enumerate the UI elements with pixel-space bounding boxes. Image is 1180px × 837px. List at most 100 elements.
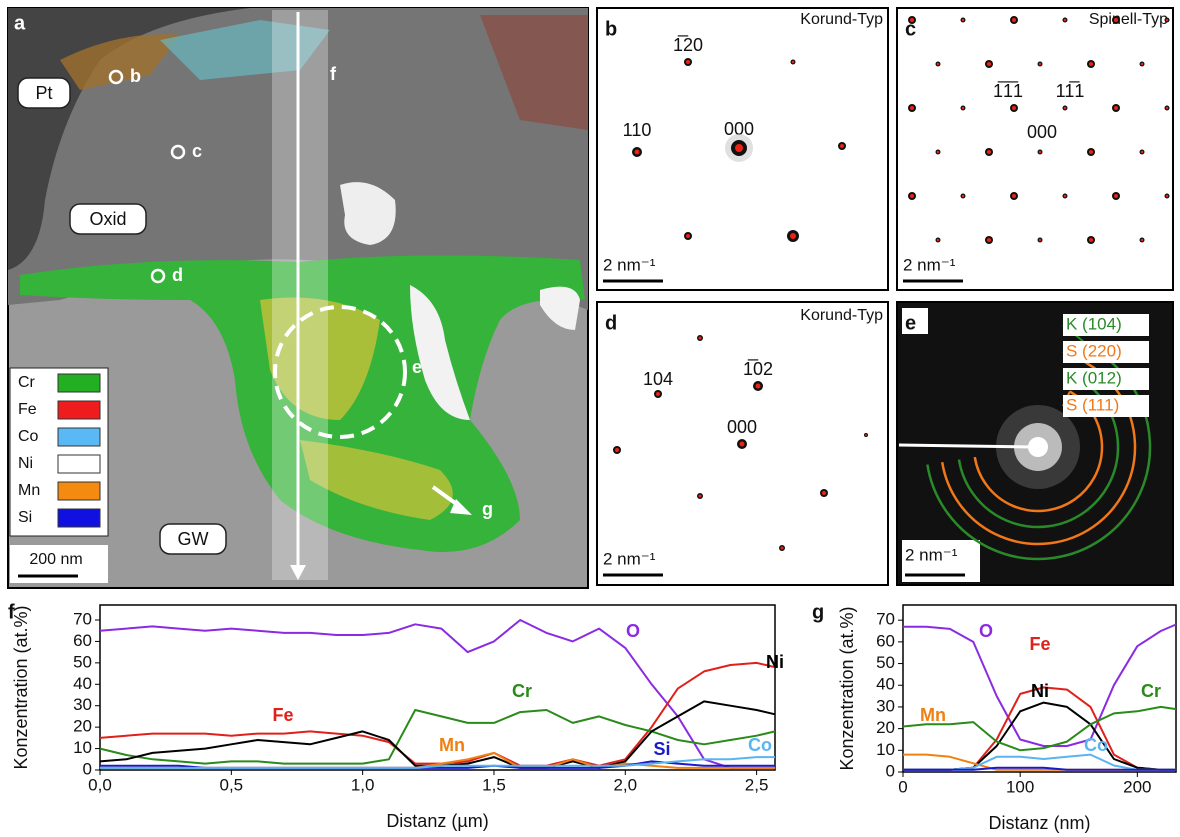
panel-label: c [905, 18, 916, 40]
y-axis-label: Konzentration (at.%) [11, 605, 31, 769]
legend-swatch [57, 373, 101, 393]
y-tick-label: 30 [876, 696, 895, 715]
spot-fit [1063, 18, 1067, 22]
spot-fit [1089, 150, 1093, 154]
spot-fit [936, 62, 940, 66]
legend-items: Cr Fe Co Ni Mn Si [18, 373, 101, 528]
spot-fit [1165, 18, 1169, 22]
series-line [903, 623, 1177, 747]
spot-fit [1012, 106, 1016, 110]
arrow-head [290, 565, 306, 580]
spot-fit [910, 18, 914, 22]
spot-fit [780, 546, 784, 550]
center-beam [1028, 437, 1048, 457]
spot-fit [1038, 62, 1042, 66]
spot-fit [1114, 106, 1118, 110]
beam-stop [898, 443, 1036, 449]
type-label: Korund-Typ [800, 307, 883, 324]
spot-fit [961, 18, 965, 22]
panel-b: b Korund-Typ 1̅20 110 000 2 nm⁻¹ [596, 7, 889, 291]
spot-fit [739, 441, 745, 447]
point-label: f [330, 64, 337, 84]
spot-fit [755, 383, 761, 389]
x-tick-label: 100 [1006, 777, 1034, 796]
spot-fit [1140, 150, 1144, 154]
linescan-band [272, 10, 328, 580]
x-tick-label: 200 [1123, 777, 1151, 796]
series-label: Cr [1141, 681, 1161, 701]
spot-fit [1140, 238, 1144, 242]
x-tick-label: 1,0 [351, 775, 375, 794]
spot-fit [656, 392, 660, 396]
plot-frame [902, 604, 1177, 773]
pattern [896, 7, 1174, 291]
diffraction-area [273, 305, 407, 439]
co-patch [160, 20, 330, 80]
series-label: Co [748, 735, 772, 755]
spot-fit [615, 448, 619, 452]
label-box [69, 203, 147, 235]
spot-fit [1012, 18, 1016, 22]
type-label: Korund-Typ [800, 11, 883, 28]
point-label: e [412, 357, 422, 377]
series-label: Co [1084, 735, 1108, 755]
spot-fit [987, 150, 991, 154]
y-tick-label: 0 [886, 761, 895, 780]
scale-label: 2 nm⁻¹ [903, 255, 956, 274]
spot-fit [1063, 194, 1067, 198]
spot-fit [865, 434, 867, 436]
spot-fit [735, 144, 743, 152]
series-label: Ni [766, 652, 784, 672]
y-tick-label: 50 [876, 653, 895, 672]
ring-label: S (111) [1066, 395, 1119, 414]
spot-label: 11̅1 [1056, 81, 1085, 101]
y-tick-label: 0 [83, 759, 92, 778]
spot-label: 000 [1027, 122, 1057, 142]
legend-swatch [57, 508, 101, 528]
spot-fit [791, 60, 795, 64]
series-label: Mn [920, 705, 946, 725]
y-tick-label: 20 [876, 718, 895, 737]
series-label: Cr [512, 681, 532, 701]
x-tick-label: 2,5 [745, 775, 769, 794]
ring-label-bg [1063, 341, 1149, 363]
ni-particle [340, 182, 396, 245]
legend-label: Si [18, 509, 32, 526]
spot-fit [1089, 62, 1093, 66]
series-line [902, 705, 1177, 752]
spot-fit [961, 194, 965, 198]
scale-label: 2 nm⁻¹ [603, 255, 656, 274]
y-axis-label: Konzentration (at.%) [837, 606, 857, 770]
y-tick-label: 70 [73, 609, 92, 628]
y-tick-label: 40 [876, 675, 895, 694]
y-tick-label: 20 [73, 717, 92, 736]
spot-label: 1̅20 [673, 35, 703, 55]
series-label: Fe [272, 705, 293, 725]
point-marker [170, 144, 186, 160]
x-axis-label: Distanz (nm) [988, 813, 1090, 833]
point-marker [108, 69, 124, 85]
ring [973, 390, 1104, 513]
x-axis-label: Distanz (µm) [386, 811, 488, 831]
panel-d: d Korund-Typ 104 1̅02 000 2 nm⁻¹ [596, 301, 889, 586]
type-label: Spinell-Typ [1089, 11, 1168, 28]
spot-fit [790, 233, 796, 239]
spot-fit [936, 238, 940, 242]
x-tick-label: 0 [898, 777, 907, 796]
spot-fit [1114, 194, 1118, 198]
panel-c: c Spinell-Typ 1̅1̅1 11̅1 000 2 nm⁻¹ [896, 7, 1174, 291]
spot-fit [698, 494, 702, 498]
spot-fit [1114, 18, 1118, 22]
panel-label: f [8, 601, 15, 623]
panel-label: g [812, 601, 824, 623]
spot-label: 110 [623, 120, 652, 140]
y-tick-label: 10 [73, 738, 92, 757]
spot-fit [686, 60, 690, 64]
point-label: b [130, 66, 141, 86]
series-label: Fe [1029, 634, 1050, 654]
series-label: Si [653, 739, 670, 759]
plot-frame [99, 604, 776, 771]
x-tick-label: 0,0 [88, 775, 112, 794]
legend-label: Cr [18, 374, 36, 391]
spot-fit [634, 149, 640, 155]
